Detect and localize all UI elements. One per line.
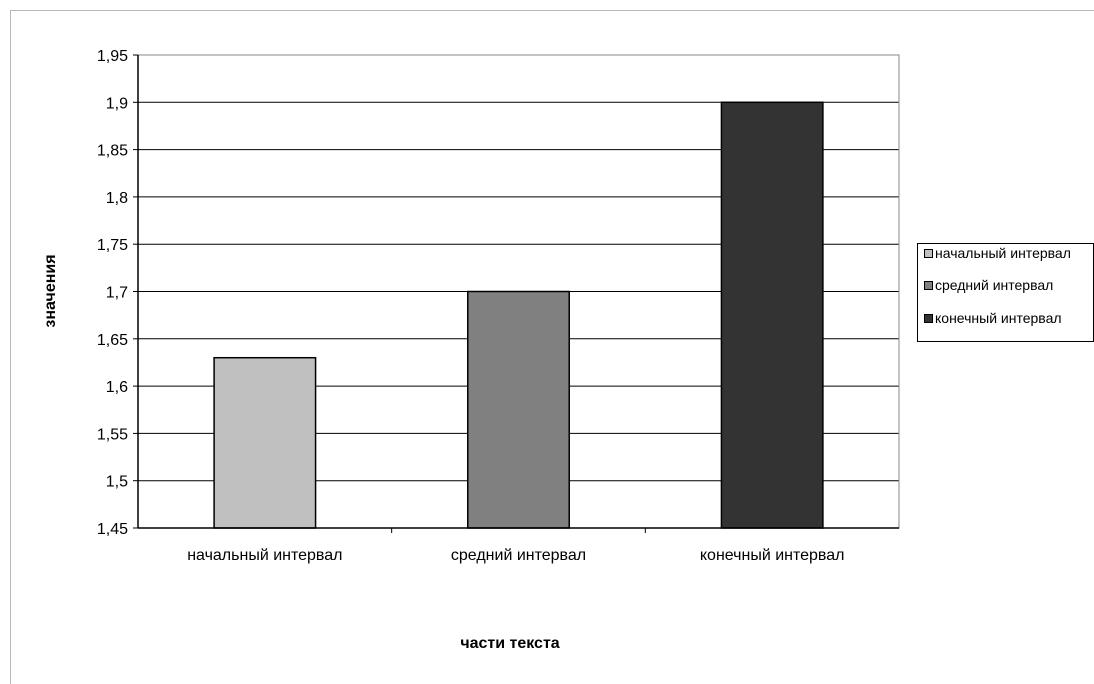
x-category-label: конечный интервал: [700, 547, 845, 564]
y-tick-label: 1,6: [106, 379, 128, 396]
legend-swatch: [924, 314, 933, 323]
bars: [213, 101, 824, 529]
x-category-label: начальный интервал: [187, 547, 342, 564]
chart-area: [10, 10, 1094, 684]
y-axis-title: значения: [42, 254, 59, 327]
x-category-labels: начальный интервал средний интервал конечн…: [187, 547, 844, 564]
legend-label: конечный интервал: [935, 310, 1062, 326]
y-tick-label: 1,85: [97, 143, 128, 160]
y-tick-labels: 1,45 1,5 1,55 1,6 1,65 1,7 1,75 1,8 1,85 1,9 1,95: [97, 48, 128, 538]
legend-swatch: [924, 281, 933, 290]
legend-label: средний интервал: [935, 277, 1054, 293]
legend-label: начальный интервал: [935, 245, 1071, 261]
y-tick-label: 1,8: [106, 190, 128, 207]
legend: начальный интервал средний интервал коне…: [917, 243, 1094, 342]
axes: [133, 54, 899, 533]
legend-swatch: [924, 249, 933, 258]
bar: [467, 290, 570, 529]
y-tick-label: 1,55: [97, 426, 128, 443]
x-axis-title: части текста: [460, 635, 559, 652]
y-tick-label: 1,65: [97, 332, 128, 349]
y-tick-label: 1,75: [97, 237, 128, 254]
bar: [213, 356, 317, 529]
x-category-label: средний интервал: [451, 547, 586, 564]
y-tick-label: 1,5: [106, 474, 128, 491]
y-tick-label: 1,95: [97, 48, 128, 65]
bar: [720, 101, 824, 529]
y-tick-label: 1,45: [97, 521, 128, 538]
y-tick-label: 1,7: [106, 285, 128, 302]
y-tick-label: 1,9: [106, 95, 128, 112]
